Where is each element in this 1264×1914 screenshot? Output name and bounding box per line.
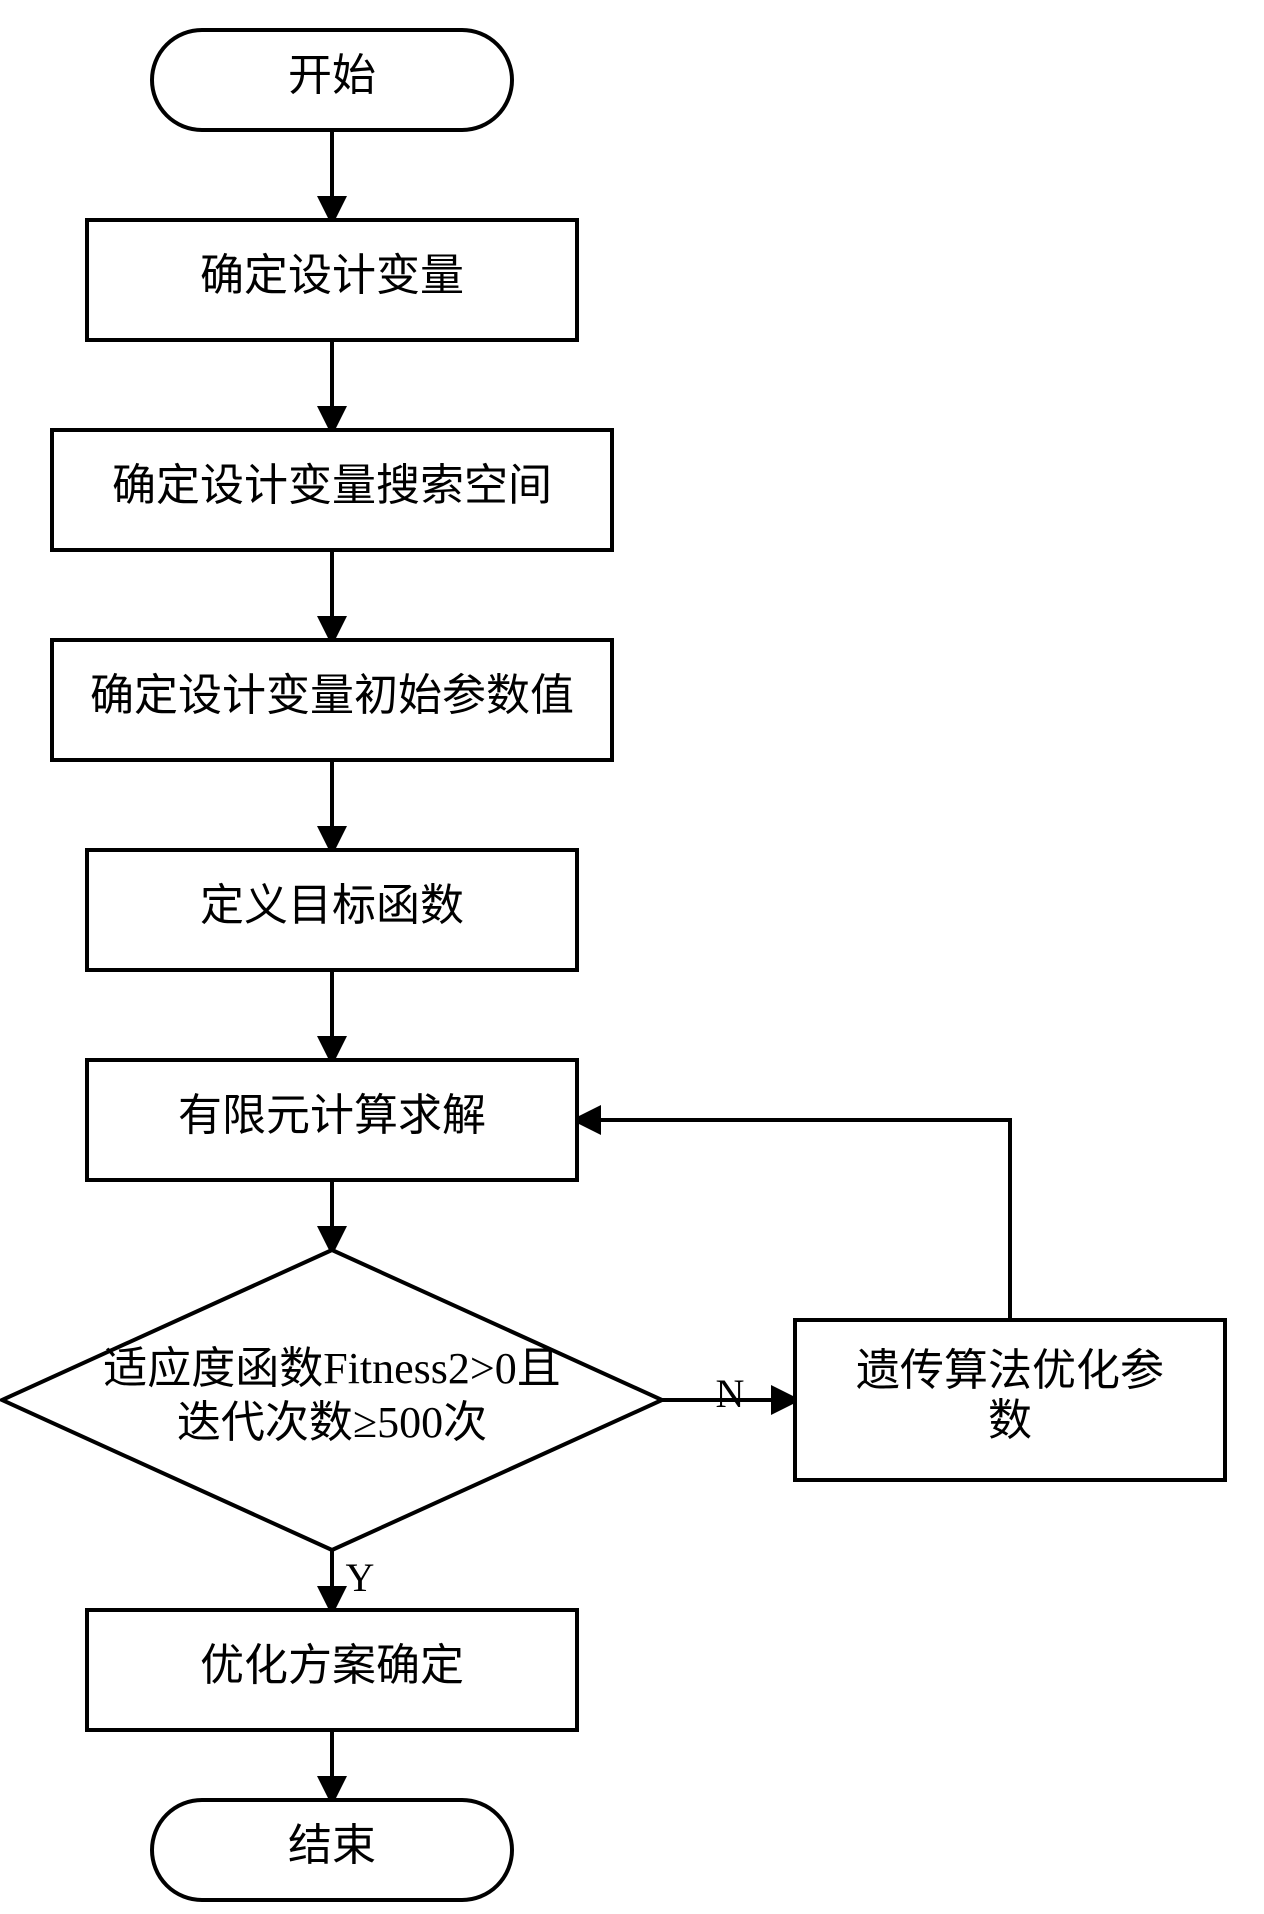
edge-label-dec-n6: Y <box>346 1555 375 1600</box>
node-dec: 适应度函数Fitness2>0且迭代次数≥500次 <box>2 1250 662 1550</box>
node-n2: 确定设计变量搜索空间 <box>52 430 612 550</box>
node-n5-label-0: 有限元计算求解 <box>178 1091 486 1140</box>
node-n4-label-0: 定义目标函数 <box>200 881 464 930</box>
node-n5: 有限元计算求解 <box>87 1060 577 1180</box>
node-opt: 遗传算法优化参数 <box>795 1320 1225 1480</box>
node-n1: 确定设计变量 <box>87 220 577 340</box>
node-start-label-0: 开始 <box>288 51 376 100</box>
node-n6: 优化方案确定 <box>87 1610 577 1730</box>
edge-opt-n5 <box>577 1120 1010 1320</box>
node-n2-label-0: 确定设计变量搜索空间 <box>112 461 552 510</box>
node-end: 结束 <box>152 1800 512 1900</box>
node-end-label-0: 结束 <box>288 1821 376 1870</box>
node-opt-label-0: 遗传算法优化参 <box>856 1346 1164 1395</box>
node-n4: 定义目标函数 <box>87 850 577 970</box>
node-n3: 确定设计变量初始参数值 <box>52 640 612 760</box>
node-start: 开始 <box>152 30 512 130</box>
node-n6-label-0: 优化方案确定 <box>200 1641 464 1690</box>
node-n1-label-0: 确定设计变量 <box>200 251 464 300</box>
node-opt-label-1: 数 <box>988 1396 1032 1445</box>
edge-label-dec-opt: N <box>716 1371 745 1416</box>
node-dec-label-0: 适应度函数Fitness2>0且 <box>103 1344 561 1393</box>
node-n3-label-0: 确定设计变量初始参数值 <box>90 671 574 720</box>
node-dec-label-1: 迭代次数≥500次 <box>177 1398 487 1447</box>
